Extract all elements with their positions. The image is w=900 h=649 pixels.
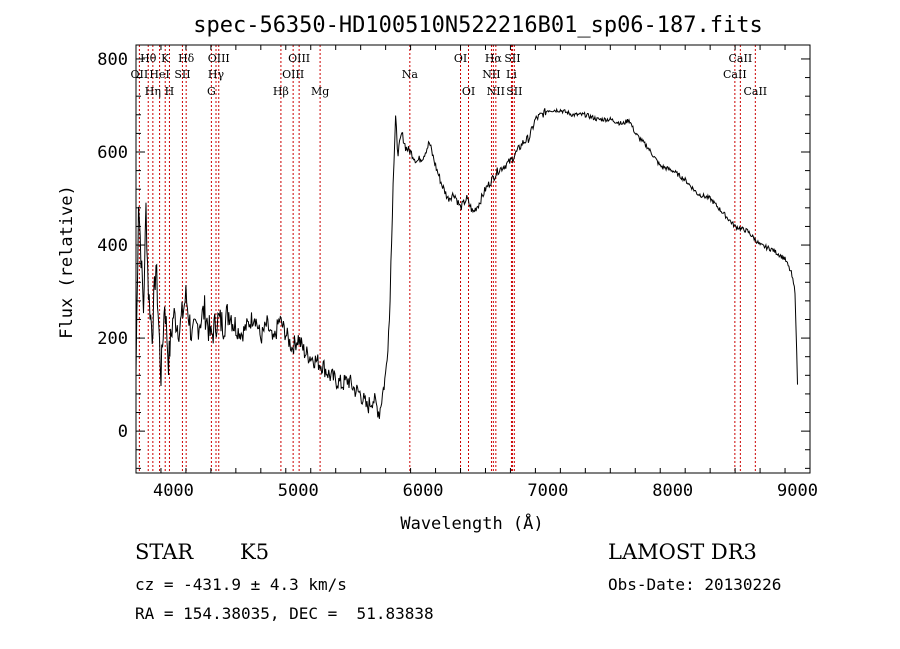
- line-label: Mg: [311, 85, 329, 98]
- line-label: OI: [454, 52, 467, 65]
- line-labels: OII Hθ Hη HeI K H SII Hδ G Hγ OIII Hβ OIII OIII Mg Na OI…: [131, 52, 768, 98]
- y-axis-label: Flux (relative): [57, 185, 77, 339]
- line-markers: [138, 45, 756, 473]
- observation-date: Obs-Date: 20130226: [608, 575, 782, 594]
- x-tick-label: 8000: [652, 481, 693, 501]
- line-label: OI: [462, 85, 475, 98]
- line-label: K: [161, 52, 170, 65]
- line-label: OIII: [288, 52, 310, 65]
- chart-title: spec-56350-HD100510N522216B01_sp06-187.f…: [193, 13, 763, 38]
- x-tick-label: 7000: [527, 481, 568, 501]
- x-tick-label: 9000: [777, 481, 818, 501]
- line-label: H: [165, 85, 175, 98]
- line-label: CaII: [743, 85, 767, 98]
- line-label: Hδ: [178, 52, 195, 65]
- coordinates: RA = 154.38035, DEC = 51.83838: [135, 604, 434, 623]
- x-axis-label: Wavelength (Å): [400, 512, 543, 534]
- y-axis: 0 200 400 600 800: [97, 50, 810, 469]
- y-tick-label: 400: [97, 236, 128, 256]
- y-tick-label: 200: [97, 329, 128, 349]
- redshift-velocity: cz = -431.9 ± 4.3 km/s: [135, 575, 347, 594]
- y-tick-label: 0: [118, 422, 128, 442]
- line-label: Hγ: [208, 68, 225, 81]
- line-label: Hβ: [273, 85, 289, 98]
- y-tick-label: 800: [97, 50, 128, 70]
- line-label: CaII: [729, 52, 753, 65]
- line-label: OIII: [208, 52, 230, 65]
- line-label: OIII: [282, 68, 304, 81]
- line-label: OII: [131, 68, 149, 81]
- x-tick-label: 4000: [153, 481, 194, 501]
- x-tick-label: 5000: [278, 481, 319, 501]
- x-tick-label: 6000: [403, 481, 444, 501]
- survey-name: LAMOST DR3: [608, 540, 757, 564]
- line-label: Hα: [485, 52, 503, 65]
- line-label: HeI: [149, 68, 169, 81]
- spectrum-line: [135, 107, 798, 419]
- line-label: SII: [506, 85, 522, 98]
- y-tick-label: 600: [97, 143, 128, 163]
- plot-frame: [135, 44, 811, 474]
- line-label: NII: [487, 85, 505, 98]
- line-label: Li: [506, 68, 517, 81]
- line-label: Na: [402, 68, 419, 81]
- line-label: CaII: [723, 68, 747, 81]
- object-class: STAR: [135, 540, 194, 564]
- line-label: G: [207, 85, 216, 98]
- line-label: SII: [174, 68, 190, 81]
- line-label: Hθ: [140, 52, 157, 65]
- object-subclass: K5: [240, 540, 270, 564]
- line-label: Hη: [145, 85, 161, 98]
- line-label: SII: [504, 52, 520, 65]
- x-axis: 4000 5000 6000 7000 8000 9000: [135, 45, 818, 501]
- line-label: NII: [482, 68, 500, 81]
